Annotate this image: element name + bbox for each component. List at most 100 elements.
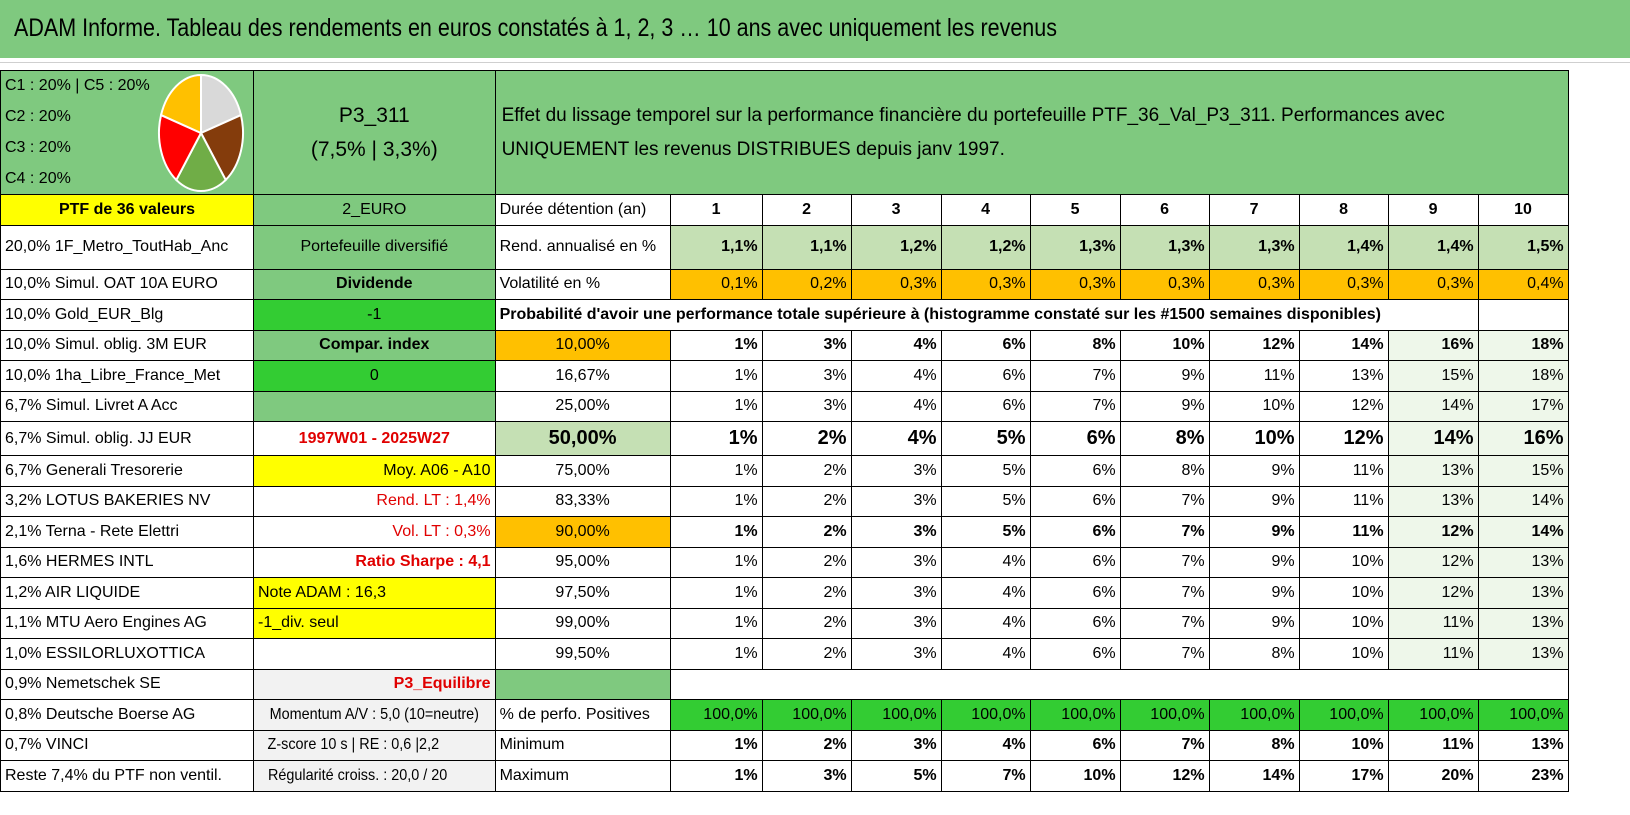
- prob-value: 5%: [940, 455, 1031, 487]
- prob-value: 7%: [1119, 516, 1210, 548]
- maximum-label: Maximum: [494, 760, 671, 792]
- prob-threshold: 95,00%: [494, 546, 671, 578]
- positive-value: 100,0%: [761, 699, 852, 731]
- prob-value: 8%: [1119, 421, 1210, 456]
- prob-value: 16%: [1477, 421, 1569, 456]
- rend-value: 1,1%: [761, 224, 852, 270]
- year-header: 10: [1477, 194, 1569, 226]
- prob-value: 8%: [1208, 638, 1300, 670]
- prob-value: 2%: [761, 638, 852, 670]
- prob-value: 18%: [1477, 360, 1569, 392]
- spacer-row: [0, 62, 1630, 70]
- prob-value: 11%: [1298, 516, 1389, 548]
- prob-value: 3%: [850, 577, 942, 609]
- portfolio-name: P3_311: [338, 103, 410, 127]
- positives-label: % de perfo. Positives: [494, 699, 671, 731]
- minimum-row: 0,7% VINCI Z-score 10 s | RE : 0,6 |2,2 Mi…: [0, 729, 1569, 761]
- empty-cell: [669, 668, 1569, 700]
- rend-value: 1,3%: [1208, 224, 1300, 270]
- prob-value: 18%: [1477, 329, 1569, 361]
- vol-value: 0,3%: [850, 268, 942, 300]
- year-header: 1: [669, 194, 763, 226]
- prob-row: 3,2% LOTUS BAKERIES NV Rend. LT : 1,4% 83,…: [0, 485, 1569, 517]
- prob-value: 13%: [1477, 577, 1569, 609]
- year-header: 4: [940, 194, 1031, 226]
- prob-value: 14%: [1387, 390, 1479, 422]
- maximum-value: 23%: [1477, 760, 1569, 792]
- header-block-row: C1 : 20% | C5 : 20% C2 : 20% C3 : 20% C4…: [0, 70, 1569, 195]
- vol-value: 0,3%: [1119, 268, 1210, 300]
- prob-value: 16%: [1387, 329, 1479, 361]
- holding-name: 10,0% Simul. oblig. 3M EUR: [0, 329, 254, 361]
- holding-name: 0,7% VINCI: [0, 729, 254, 761]
- rend-value: 1,4%: [1298, 224, 1389, 270]
- vol-row: 10,0% Simul. OAT 10A EURO Dividende Volati…: [0, 268, 1569, 300]
- vol-value: 0,3%: [940, 268, 1031, 300]
- report-table: C1 : 20% | C5 : 20% C2 : 20% C3 : 20% C4…: [0, 70, 1569, 792]
- minus-one-value: -1: [253, 299, 496, 331]
- prob-value: 12%: [1298, 390, 1389, 422]
- prob-value: 6%: [940, 390, 1031, 422]
- prob-threshold: 10,00%: [494, 329, 671, 361]
- prob-value: 10%: [1208, 390, 1300, 422]
- prob-threshold: 99,50%: [494, 638, 671, 670]
- holding-name: 1,6% HERMES INTL: [0, 546, 254, 578]
- prob-value: 13%: [1387, 455, 1479, 487]
- prob-threshold: 90,00%: [494, 516, 671, 548]
- minimum-value: 2%: [761, 729, 852, 761]
- prob-value: 14%: [1477, 516, 1569, 548]
- positive-value: 100,0%: [850, 699, 942, 731]
- prob-threshold: 99,00%: [494, 607, 671, 639]
- rend-value: 1,4%: [1387, 224, 1479, 270]
- vol-label: Volatilité en %: [494, 268, 671, 300]
- allocation-line: C2 : 20%: [5, 108, 71, 125]
- prob-threshold: 16,67%: [494, 360, 671, 392]
- year-header: 3: [850, 194, 942, 226]
- minimum-label: Minimum: [494, 729, 671, 761]
- prob-row: 10,0% Simul. oblig. 3M EUR Compar. index 1…: [0, 329, 1569, 361]
- holding-name: 6,7% Simul. oblig. JJ EUR: [0, 421, 254, 456]
- maximum-value: 7%: [940, 760, 1031, 792]
- prob-value: 8%: [1029, 329, 1121, 361]
- prob-threshold: 83,33%: [494, 485, 671, 517]
- prob-threshold: 97,50%: [494, 577, 671, 609]
- prob-value: 6%: [940, 360, 1031, 392]
- prob-value: 3%: [761, 360, 852, 392]
- minimum-value: 3%: [850, 729, 942, 761]
- currency-label: 2_EURO: [253, 194, 496, 226]
- prob-value: 13%: [1477, 607, 1569, 639]
- maximum-value: 1%: [669, 760, 763, 792]
- prob-value: 7%: [1119, 485, 1210, 517]
- prob-value: 5%: [940, 516, 1031, 548]
- prob-row: 1,0% ESSILORLUXOTTICA 99,50% 1% 2% 3% 4% 6% 7% 8…: [0, 638, 1569, 670]
- prob-row: 1,2% AIR LIQUIDE Note ADAM : 16,3 97,50% 1%…: [0, 577, 1569, 609]
- pie-slice-c4: [175, 130, 227, 192]
- div-only-label: -1_div. seul: [253, 607, 496, 639]
- prob-value: 9%: [1208, 455, 1300, 487]
- maximum-value: 10%: [1029, 760, 1121, 792]
- minimum-value: 1%: [669, 729, 763, 761]
- prob-value: 4%: [850, 421, 942, 456]
- prob-value: 12%: [1387, 516, 1479, 548]
- prob-value: 4%: [940, 546, 1031, 578]
- positive-value: 100,0%: [1029, 699, 1121, 731]
- title-bar: ADAM Informe. Tableau des rendements en …: [0, 0, 1630, 62]
- prob-value: 4%: [940, 607, 1031, 639]
- maximum-value: 14%: [1208, 760, 1300, 792]
- vol-lt-label: Vol. LT : 0,3%: [253, 516, 496, 548]
- prob-value: 2%: [761, 485, 852, 517]
- prob-label: Probabilité d'avoir une performance tota…: [494, 299, 1479, 331]
- prob-value: 2%: [761, 577, 852, 609]
- holding-name: 3,2% LOTUS BAKERIES NV: [0, 485, 254, 517]
- prob-value: 1%: [669, 390, 763, 422]
- prob-value: 12%: [1387, 577, 1479, 609]
- positive-value: 100,0%: [940, 699, 1031, 731]
- rend-value: 1,3%: [1119, 224, 1210, 270]
- prob-value: 10%: [1298, 546, 1389, 578]
- rend-value: 1,3%: [1029, 224, 1121, 270]
- prob-value: 7%: [1119, 638, 1210, 670]
- prob-value: 2%: [761, 421, 852, 456]
- prob-value: 10%: [1298, 577, 1389, 609]
- positives-row: 0,8% Deutsche Boerse AG Momentum A/V : 5,…: [0, 699, 1569, 731]
- prob-value: 3%: [850, 638, 942, 670]
